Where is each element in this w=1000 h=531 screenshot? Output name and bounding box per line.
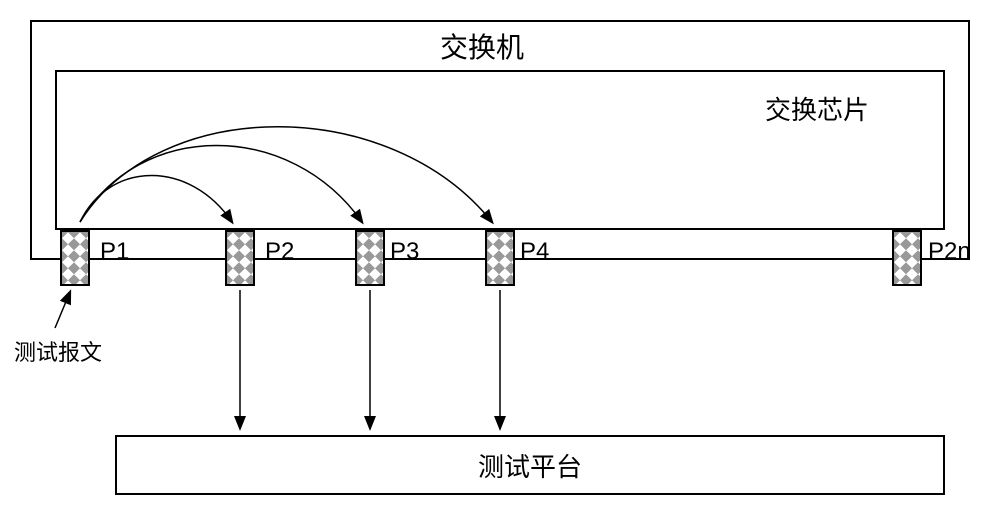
chip-title: 交换芯片 [765,90,869,127]
switch-title: 交换机 [440,26,524,66]
port-p2n-label: P2n [928,238,971,266]
port-p2-label: P2 [265,238,294,266]
port-p4-label: P4 [520,238,549,266]
port-p1 [60,230,90,286]
port-p3-label: P3 [390,238,419,266]
test-platform-title: 测试平台 [478,447,582,484]
port-p2 [225,230,255,286]
port-p2n [892,230,922,286]
test-message-label: 测试报文 [14,335,102,367]
test-platform-box: 测试平台 [115,435,945,495]
port-p1-label: P1 [100,238,129,266]
port-p4 [485,230,515,286]
port-p3 [355,230,385,286]
